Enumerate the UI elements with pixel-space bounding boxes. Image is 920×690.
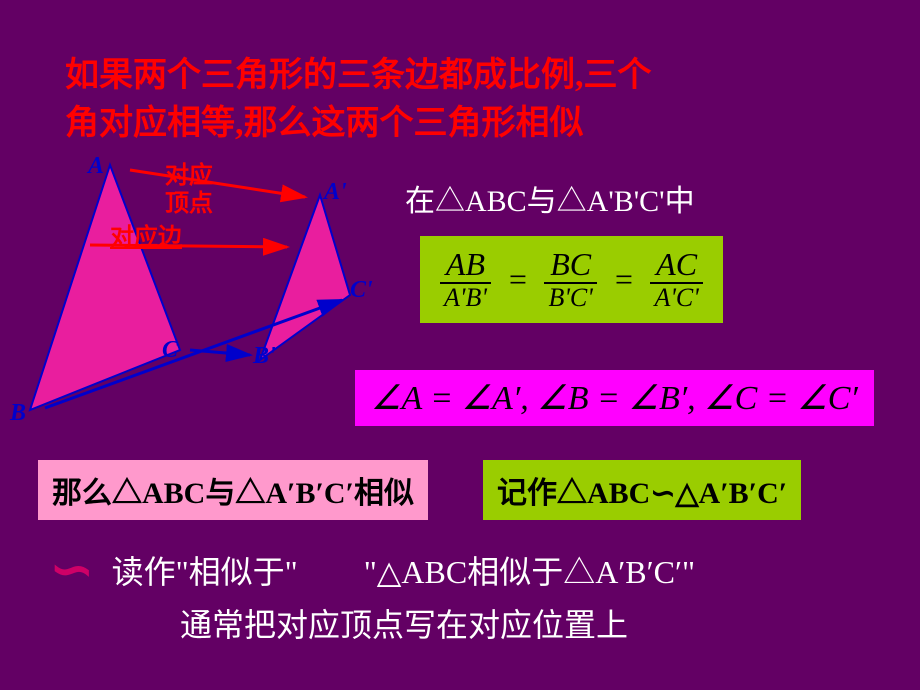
label-bp: B' (253, 343, 276, 370)
frac-2: BC B'C' (542, 248, 598, 311)
frac-1: AB A'B' (438, 248, 493, 311)
angles-text: ∠A = ∠A′, ∠B = ∠B′, ∠C = ∠C′ (371, 380, 858, 417)
triangle-diagram: A B C A' B' C' 对应 顶点 对应边 (10, 155, 390, 435)
record-box: 记作△ABC∽△A′B′C′ (483, 460, 801, 520)
frac2-num: BC (544, 248, 597, 284)
eq2: = (609, 261, 639, 298)
then-similar-box: 那么△ABC与△A′B′C′相似 (38, 460, 428, 520)
frac2-den: B'C' (542, 284, 598, 311)
label-b: B (10, 400, 26, 427)
frac3-num: AC (650, 248, 703, 284)
frac1-den: A'B' (438, 284, 493, 311)
footer2-text: 通常把对应顶点写在对应位置上 (180, 607, 628, 643)
in-triangles-text: 在△ABC与△A'B'C'中 (405, 176, 695, 220)
label-cp: C' (350, 277, 373, 304)
record-text: 记作△ABC∽△A′B′C′ (497, 477, 787, 510)
similar-to-text: "△ABC相似于△A′B′C′" (364, 547, 695, 593)
label-c: C (162, 337, 178, 364)
footer-line-2: 通常把对应顶点写在对应位置上 (180, 600, 628, 646)
then-text: 那么△ABC与△A′B′C′相似 (52, 477, 414, 510)
frac1-num: AB (440, 248, 491, 284)
title-line-1: 如果两个三角形的三条边都成比例,三个 (65, 57, 652, 94)
slide-title: 如果两个三角形的三条边都成比例,三个 角对应相等,那么这两个三角形相似 (65, 52, 652, 147)
frac3-den: A'C' (648, 284, 704, 311)
similar-symbol: ∽ (50, 540, 94, 600)
footer-line-1: ∽ 读作"相似于" "△ABC相似于△A′B′C′" (50, 540, 695, 600)
side-label: 对应边 (110, 217, 182, 252)
eq1: = (503, 261, 533, 298)
proportion-box: AB A'B' = BC B'C' = AC A'C' (420, 236, 723, 323)
angles-box: ∠A = ∠A′, ∠B = ∠B′, ∠C = ∠C′ (355, 370, 874, 426)
label-ap: A' (324, 179, 347, 206)
triangle-abc (30, 165, 180, 410)
vertex-label-2: 顶点 (165, 183, 213, 218)
read-as-text: 读作"相似于" (112, 547, 298, 593)
frac-3: AC A'C' (648, 248, 704, 311)
triangle-abc-prime (260, 195, 350, 360)
vertex-arrow (130, 170, 305, 197)
title-line-2: 角对应相等,那么这两个三角形相似 (65, 105, 584, 142)
label-a: A (88, 153, 104, 180)
